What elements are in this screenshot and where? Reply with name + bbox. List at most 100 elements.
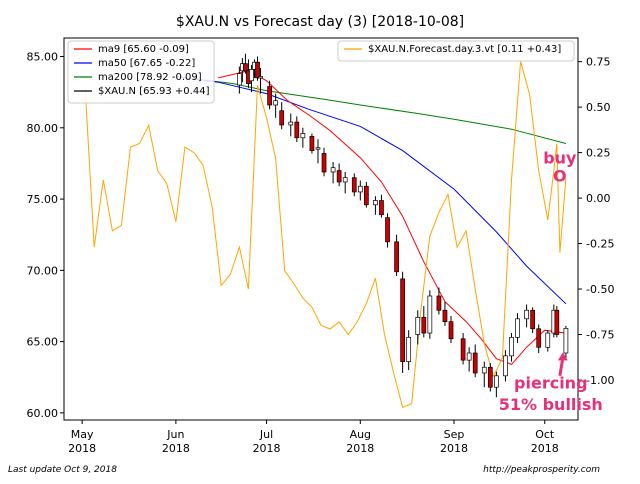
legend-right: $XAU.N.Forecast.day.3.vt [0.11 +0.43] <box>337 40 575 62</box>
legend-left-entry-label-0: ma9 [65.60 -0.09] <box>98 44 189 55</box>
x-tick-label-3: Aug <box>350 428 371 441</box>
candle-body-49 <box>554 309 560 335</box>
candle-body-27 <box>400 278 405 362</box>
candle-body-18 <box>336 170 342 183</box>
x-tick-year-2: 2018 <box>253 442 281 455</box>
legend-left-entry-label-2: ma200 [78.92 -0.09] <box>98 72 202 83</box>
candle-body-13 <box>300 133 306 139</box>
y-left-tick-label-0: 60.00 <box>27 407 59 420</box>
plot-frame <box>63 37 579 421</box>
candle-body-31 <box>427 295 433 334</box>
candle-body-25 <box>385 217 390 243</box>
x-tick-label-0: May <box>71 428 94 441</box>
candle-body-32 <box>436 295 442 311</box>
y-left-tick-label-1: 65.00 <box>27 336 59 349</box>
candle-body-7 <box>258 76 263 79</box>
candle-body-4 <box>249 69 254 82</box>
candle-body-12 <box>294 121 300 139</box>
candle-body-21 <box>357 185 363 193</box>
candle-body-17 <box>330 167 336 173</box>
candle-body-30 <box>421 317 427 334</box>
candle-body-33 <box>442 309 448 322</box>
annotation-text-0: buy <box>543 149 577 168</box>
legend-left: ma9 [65.60 -0.09] ma50 [67.65 -0.22] ma200… <box>67 40 215 104</box>
candle-body-38 <box>481 366 487 374</box>
candle-body-50 <box>563 327 569 354</box>
legend-left-entry-frame <box>67 40 215 104</box>
footer-source-url: http://peakprosperity.com <box>483 465 600 475</box>
candle-body-42 <box>509 336 514 357</box>
x-tick-year-1: 2018 <box>162 442 190 455</box>
candle-body-41 <box>503 355 508 377</box>
y-right-tick-label-4: 0.00 <box>586 192 611 205</box>
candle-body-19 <box>342 177 348 183</box>
candle-body-28 <box>406 336 412 362</box>
y-axis-right: -1.00 -0.75 -0.50 -0.25 0.00 0.25 0.50 0.75 <box>578 56 614 387</box>
candle-body-10 <box>279 110 285 126</box>
candle-body-47 <box>545 332 551 348</box>
legend-left-entry-label-1: ma50 [67.65 -0.22] <box>98 58 195 69</box>
candle-body-22 <box>364 185 369 206</box>
chart-title: $XAU.N vs Forecast day (3) [2018-10-08] <box>176 14 464 30</box>
candle-body-24 <box>379 200 384 216</box>
y-right-tick-label-3: -0.25 <box>586 238 614 251</box>
y-right-tick-label-0: -1.00 <box>586 374 614 387</box>
x-tick-label-2: Jul <box>259 428 273 441</box>
y-right-tick-label-2: -0.50 <box>586 283 614 296</box>
legend-left-entry-label-3: $XAU.N [65.93 +0.44] <box>98 86 210 97</box>
x-tick-label-1: Jun <box>166 428 184 441</box>
annotation-arrow-shaft <box>558 357 565 377</box>
candle-body-23 <box>373 200 378 206</box>
annotation-arrow-head <box>557 352 568 361</box>
y-left-tick-label-3: 75.00 <box>27 193 59 206</box>
x-tick-year-3: 2018 <box>346 442 374 455</box>
candle-body-20 <box>351 177 357 193</box>
series-line-1 <box>175 76 567 305</box>
candle-body-8 <box>267 86 272 106</box>
annotation-text-2: piercing <box>514 374 588 393</box>
x-tick-label-4: Sep <box>444 428 465 441</box>
annotation-text-3: 51% bullish <box>499 395 603 414</box>
candle-body-45 <box>530 309 535 330</box>
y-axis-left: 60.00 65.00 70.00 75.00 80.00 85.00 <box>27 51 64 420</box>
candle-body-26 <box>394 241 399 273</box>
x-axis: May2018Jun2018Jul2018Aug2018Sep2018Oct20… <box>68 420 559 455</box>
y-left-tick-label-2: 70.00 <box>27 264 59 277</box>
candle-body-29 <box>415 317 421 335</box>
candle-body-9 <box>273 100 278 106</box>
footer-last-update: Last update Oct 9, 2018 <box>8 465 117 475</box>
annotation-text-1: O <box>553 167 567 186</box>
candle-body-37 <box>472 352 478 374</box>
series-line-2 <box>218 70 566 365</box>
candle-body-44 <box>524 309 529 320</box>
plot-area <box>84 53 569 408</box>
candle-body-15 <box>315 147 321 150</box>
legend-right-entry-label-0: $XAU.N.Forecast.day.3.vt [0.11 +0.43] <box>368 44 561 55</box>
candle-body-43 <box>515 318 520 338</box>
y-right-tick-label-7: 0.75 <box>586 56 611 69</box>
candle-body-16 <box>321 153 327 173</box>
candle-body-2 <box>243 63 248 72</box>
x-tick-label-5: Oct <box>535 428 555 441</box>
candle-body-14 <box>309 136 315 151</box>
x-tick-year-4: 2018 <box>440 442 468 455</box>
candle-body-35 <box>460 338 466 361</box>
candle-body-46 <box>536 328 542 348</box>
candle-body-0 <box>237 73 242 86</box>
x-tick-year-5: 2018 <box>531 442 559 455</box>
y-left-tick-label-5: 85.00 <box>27 51 59 64</box>
y-right-tick-label-1: -0.75 <box>586 329 614 342</box>
candle-body-40 <box>494 375 499 388</box>
y-right-tick-label-5: 0.25 <box>586 147 611 160</box>
candle-body-11 <box>288 121 294 126</box>
candle-body-6 <box>255 61 260 79</box>
candle-body-34 <box>448 321 454 340</box>
y-right-tick-label-6: 0.50 <box>586 101 611 114</box>
x-tick-year-0: 2018 <box>68 442 96 455</box>
series-line-3 <box>84 61 567 408</box>
candle-body-36 <box>466 352 472 361</box>
legend-right-entry-frame <box>337 40 575 62</box>
